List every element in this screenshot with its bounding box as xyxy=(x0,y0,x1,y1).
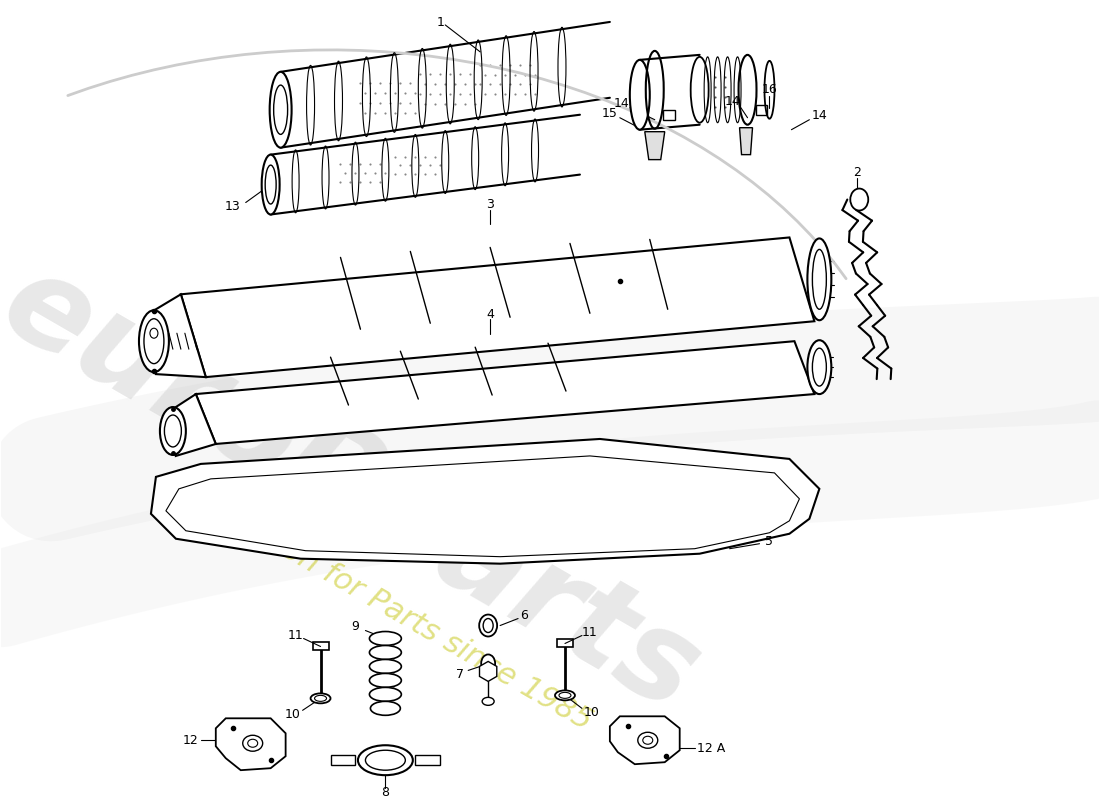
Ellipse shape xyxy=(370,631,402,646)
Ellipse shape xyxy=(807,238,832,320)
Ellipse shape xyxy=(144,318,164,364)
Text: 11: 11 xyxy=(288,629,304,642)
Polygon shape xyxy=(609,716,680,764)
Ellipse shape xyxy=(248,739,257,747)
Polygon shape xyxy=(557,639,573,647)
Polygon shape xyxy=(156,294,206,377)
Text: euroPparts: euroPparts xyxy=(0,241,719,737)
Ellipse shape xyxy=(243,735,263,751)
Text: 1: 1 xyxy=(437,17,444,30)
Text: 15: 15 xyxy=(602,107,618,120)
Ellipse shape xyxy=(370,646,402,659)
Ellipse shape xyxy=(370,674,402,687)
Text: 4: 4 xyxy=(486,308,494,321)
Polygon shape xyxy=(416,755,440,765)
Text: 14: 14 xyxy=(614,98,629,110)
Ellipse shape xyxy=(164,415,182,447)
Ellipse shape xyxy=(559,692,571,698)
Text: 9: 9 xyxy=(352,620,360,633)
Ellipse shape xyxy=(315,695,327,702)
Ellipse shape xyxy=(483,618,493,633)
Text: 5: 5 xyxy=(766,535,773,548)
Polygon shape xyxy=(330,755,355,765)
Ellipse shape xyxy=(150,328,158,338)
Polygon shape xyxy=(151,439,820,564)
Ellipse shape xyxy=(274,85,287,134)
Ellipse shape xyxy=(139,310,169,372)
Polygon shape xyxy=(176,394,216,456)
Text: 10: 10 xyxy=(285,708,300,721)
Ellipse shape xyxy=(691,57,708,122)
Ellipse shape xyxy=(807,340,832,394)
Text: a passion for Parts since 1985: a passion for Parts since 1985 xyxy=(184,481,597,736)
Ellipse shape xyxy=(480,614,497,637)
Ellipse shape xyxy=(265,165,276,204)
Text: 7: 7 xyxy=(456,668,464,681)
Text: 14: 14 xyxy=(725,95,740,108)
Ellipse shape xyxy=(370,659,402,674)
Ellipse shape xyxy=(365,750,405,770)
Polygon shape xyxy=(196,341,814,444)
Ellipse shape xyxy=(482,698,494,706)
Ellipse shape xyxy=(160,407,186,455)
Polygon shape xyxy=(739,128,752,154)
Ellipse shape xyxy=(310,694,330,703)
Text: 10: 10 xyxy=(584,706,600,719)
Ellipse shape xyxy=(850,189,868,210)
Polygon shape xyxy=(645,132,664,160)
Text: 3: 3 xyxy=(486,198,494,211)
Text: 12: 12 xyxy=(183,734,199,746)
Polygon shape xyxy=(756,105,768,114)
Ellipse shape xyxy=(813,348,826,386)
Ellipse shape xyxy=(370,687,402,702)
Text: 11: 11 xyxy=(582,626,597,639)
Ellipse shape xyxy=(481,654,495,673)
Polygon shape xyxy=(662,110,674,120)
Text: 12 A: 12 A xyxy=(697,742,726,754)
Polygon shape xyxy=(180,238,814,377)
Text: 13: 13 xyxy=(224,200,241,213)
Polygon shape xyxy=(166,456,800,557)
Ellipse shape xyxy=(262,154,279,214)
Ellipse shape xyxy=(642,736,652,744)
Polygon shape xyxy=(216,718,286,770)
Ellipse shape xyxy=(638,732,658,748)
Ellipse shape xyxy=(358,746,412,775)
Polygon shape xyxy=(480,662,497,682)
Text: 6: 6 xyxy=(520,609,528,622)
Ellipse shape xyxy=(270,72,292,148)
Text: 2: 2 xyxy=(854,166,861,179)
Polygon shape xyxy=(312,642,329,650)
Ellipse shape xyxy=(813,250,826,310)
Ellipse shape xyxy=(556,690,575,700)
Text: 14: 14 xyxy=(812,110,827,122)
Ellipse shape xyxy=(630,60,650,130)
Text: 16: 16 xyxy=(761,83,778,96)
Ellipse shape xyxy=(371,702,400,715)
Text: 8: 8 xyxy=(382,786,389,798)
